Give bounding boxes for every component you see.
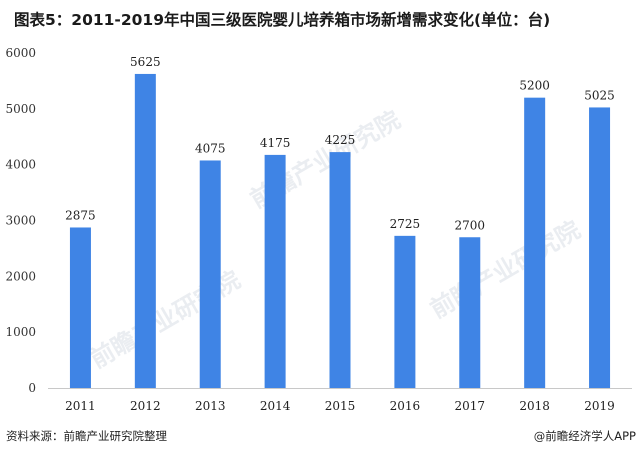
x-tick-label: 2019 (584, 399, 615, 413)
data-label: 5025 (584, 88, 615, 102)
data-label: 4175 (260, 136, 291, 150)
y-tick-label: 4000 (5, 158, 36, 172)
y-tick-label: 2000 (5, 269, 36, 283)
y-tick-label: 0 (28, 381, 36, 395)
y-tick-label: 5000 (5, 102, 36, 116)
x-tick-label: 2018 (519, 399, 550, 413)
x-tick-label: 2012 (130, 399, 161, 413)
data-label: 4075 (195, 141, 226, 155)
data-label: 2700 (455, 218, 486, 232)
bar (394, 235, 416, 388)
bar (69, 227, 91, 388)
bar (329, 152, 351, 388)
y-tick-label: 6000 (5, 46, 36, 60)
x-tick-label: 2016 (390, 399, 421, 413)
bar (134, 73, 156, 388)
x-tick-label: 2017 (455, 399, 486, 413)
bar (459, 237, 481, 388)
bar (524, 97, 546, 389)
data-label: 4225 (325, 133, 356, 147)
y-tick-label: 3000 (5, 214, 36, 228)
bar (199, 160, 221, 388)
data-label: 5200 (519, 79, 550, 93)
source-note: 资料来源：前瞻产业研究院整理 (6, 429, 167, 443)
data-label: 2875 (65, 208, 96, 222)
x-tick-label: 2015 (325, 399, 356, 413)
bar (264, 154, 286, 388)
chart-title: 图表5：2011-2019年中国三级医院婴儿培养箱市场新增需求变化(单位：台) (14, 11, 551, 29)
y-tick-label: 1000 (5, 325, 36, 339)
bar (589, 107, 611, 388)
brand-credit: @前瞻经济学人APP (533, 429, 636, 443)
x-tick-label: 2013 (195, 399, 226, 413)
data-label: 5625 (130, 55, 161, 69)
x-tick-label: 2011 (65, 399, 96, 413)
x-tick-label: 2014 (260, 399, 291, 413)
data-label: 2725 (390, 217, 421, 231)
